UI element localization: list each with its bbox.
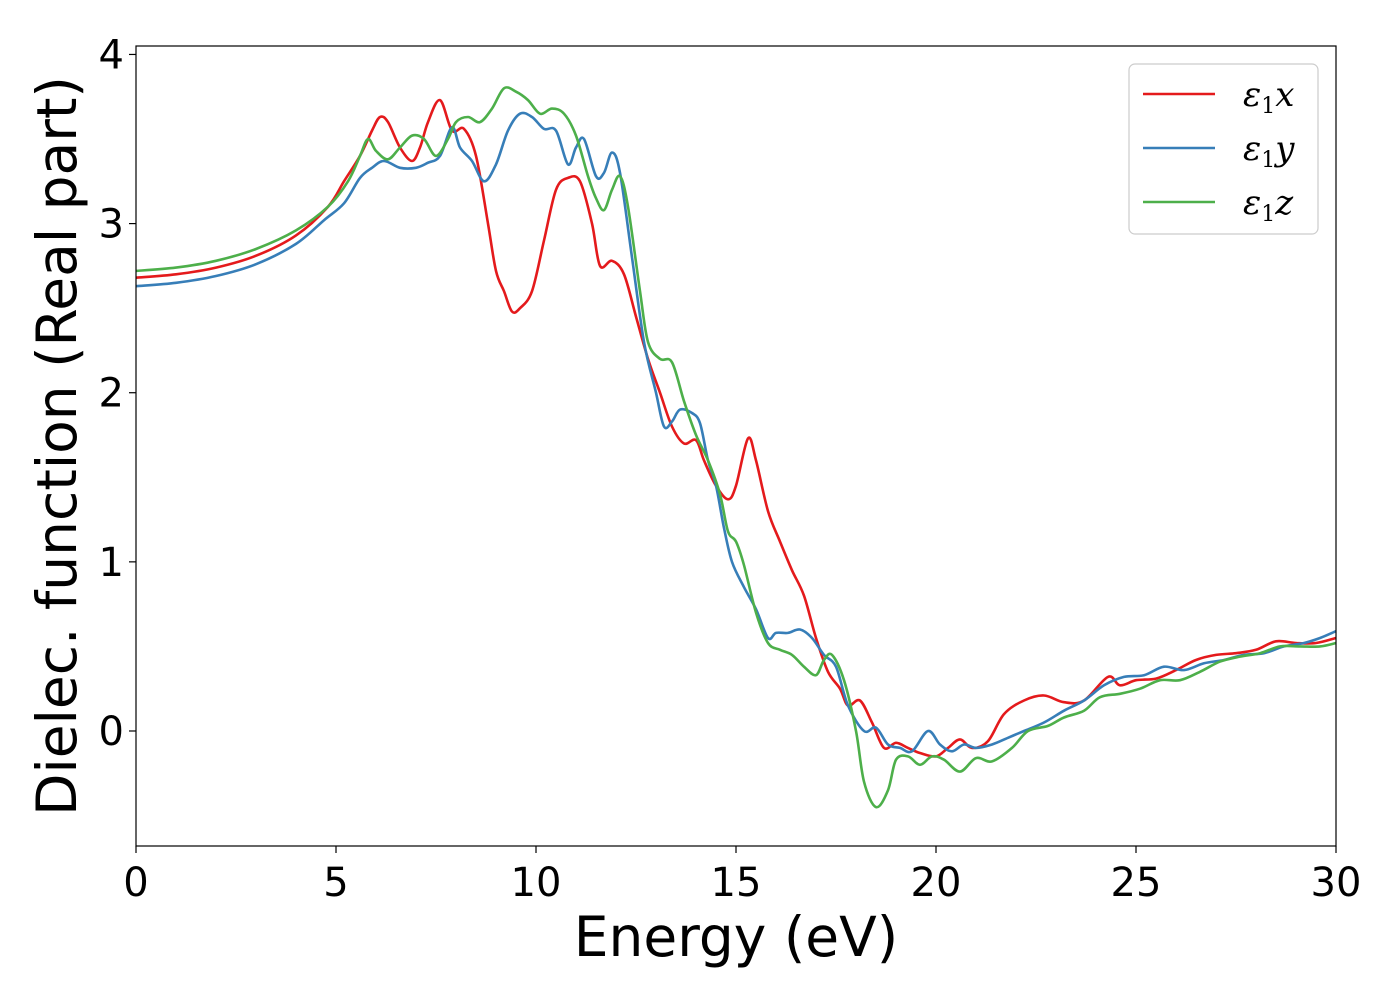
series-line-z [135,86,1337,809]
legend-label-z: ε1z [1243,183,1294,227]
series-line-y [135,111,1337,754]
legend-label-x: ε1x [1243,75,1294,119]
y-tick-label: 2 [99,371,124,417]
x-tick-label: 20 [911,860,962,906]
series-lines [135,86,1337,809]
legend-label-y: ε1y [1243,129,1295,173]
y-axis-ticks: 0 1 2 3 4 [99,32,136,755]
x-axis-label: Energy (eV) [574,905,898,969]
legend: ε1x ε1y ε1z [1128,63,1319,235]
x-tick-label: 25 [1111,860,1162,906]
y-axis-label: Dielec. function (Real part) [25,76,89,816]
x-tick-label: 0 [123,860,148,906]
x-tick-label: 5 [323,860,348,906]
legend-box [1128,63,1319,235]
y-tick-label: 1 [99,540,124,586]
x-tick-label: 15 [711,860,762,906]
series-line-x [135,98,1337,758]
x-axis-ticks: 0 5 10 15 20 25 30 [123,846,1361,906]
y-tick-label: 4 [99,32,124,78]
x-tick-label: 30 [1311,860,1362,906]
y-tick-label: 3 [99,202,124,248]
y-tick-label: 0 [99,709,124,755]
x-tick-label: 10 [511,860,562,906]
